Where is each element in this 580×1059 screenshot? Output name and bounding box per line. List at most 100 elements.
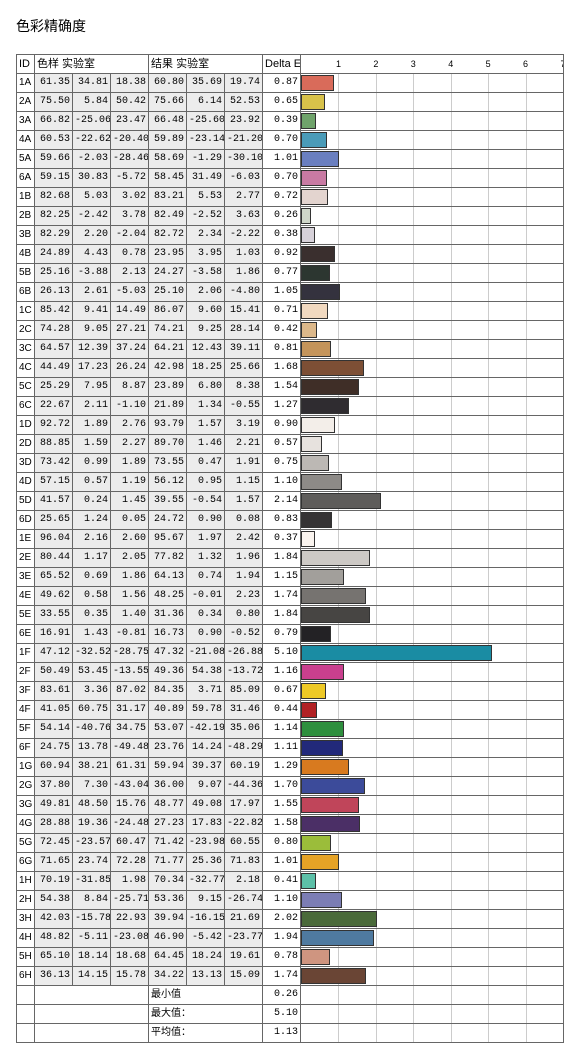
cell-result: -48.29 (225, 739, 263, 758)
cell-result: 40.89 (149, 701, 187, 720)
cell-sample: -24.48 (111, 815, 149, 834)
cell-sample: 2.13 (111, 264, 149, 283)
cell-id: 2B (17, 207, 35, 226)
cell-sample: 25.65 (35, 511, 73, 530)
cell-result: 86.07 (149, 302, 187, 321)
cell-result: 2.23 (225, 587, 263, 606)
cell-sample: -40.76 (73, 720, 111, 739)
cell-result: 18.25 (187, 359, 225, 378)
cell-bar (301, 587, 564, 606)
cell-result: 75.66 (149, 93, 187, 112)
cell-sample: 72.28 (111, 853, 149, 872)
delta-bar (301, 75, 334, 91)
table-row: 6C22.672.11-1.1021.891.34-0.551.27 (17, 397, 564, 416)
cell-result: 9.60 (187, 302, 225, 321)
cell-delta: 1.94 (263, 929, 301, 948)
cell-result: -42.19 (187, 720, 225, 739)
cell-result: 25.36 (187, 853, 225, 872)
cell-result: 25.66 (225, 359, 263, 378)
cell-sample: 31.17 (111, 701, 149, 720)
cell-delta: 2.14 (263, 492, 301, 511)
cell-sample: 1.17 (73, 549, 111, 568)
cell-bar (301, 758, 564, 777)
delta-bar (301, 227, 315, 243)
cell-delta: 1.74 (263, 967, 301, 986)
cell-sample: 1.56 (111, 587, 149, 606)
cell-result: 3.19 (225, 416, 263, 435)
cell-result: -26.88 (225, 644, 263, 663)
cell-delta: 1.10 (263, 473, 301, 492)
delta-bar (301, 398, 349, 414)
cell-id: 3F (17, 682, 35, 701)
cell-id: 2C (17, 321, 35, 340)
cell-result: 19.61 (225, 948, 263, 967)
cell-bar (301, 112, 564, 131)
cell-result: 39.94 (149, 910, 187, 929)
cell-bar (301, 644, 564, 663)
table-row: 4C44.4917.2326.2442.9818.2525.661.68 (17, 359, 564, 378)
cell-result: 23.76 (149, 739, 187, 758)
table-row: 5D41.570.241.4539.55-0.541.572.14 (17, 492, 564, 511)
table-row: 2F50.4953.45-13.5549.3654.38-13.721.16 (17, 663, 564, 682)
cell-sample: 2.76 (111, 416, 149, 435)
cell-bar (301, 530, 564, 549)
cell-bar (301, 511, 564, 530)
cell-sample: -5.72 (111, 169, 149, 188)
cell-id: 4H (17, 929, 35, 948)
cell-sample: 64.57 (35, 340, 73, 359)
cell-id: 4F (17, 701, 35, 720)
cell-result: 42.98 (149, 359, 187, 378)
cell-id: 3B (17, 226, 35, 245)
table-row: 4E49.620.581.5648.25-0.012.231.74 (17, 587, 564, 606)
cell-delta: 0.57 (263, 435, 301, 454)
cell-sample: 1.19 (111, 473, 149, 492)
cell-sample: -25.71 (111, 891, 149, 910)
cell-result: 23.89 (149, 378, 187, 397)
cell-result: 70.34 (149, 872, 187, 891)
cell-id: 6A (17, 169, 35, 188)
delta-bar (301, 132, 327, 148)
cell-delta: 0.92 (263, 245, 301, 264)
cell-delta: 0.70 (263, 169, 301, 188)
cell-delta: 0.26 (263, 207, 301, 226)
cell-result: 56.12 (149, 473, 187, 492)
table-row: 6F24.7513.78-49.4823.7614.24-48.291.11 (17, 739, 564, 758)
table-row: 4B24.894.430.7823.953.951.030.92 (17, 245, 564, 264)
cell-result: 3.95 (187, 245, 225, 264)
cell-result: 9.15 (187, 891, 225, 910)
axis-tick: 2 (373, 57, 378, 71)
delta-bar (301, 873, 316, 889)
cell-delta: 0.90 (263, 416, 301, 435)
delta-bar (301, 474, 342, 490)
cell-id: 3D (17, 454, 35, 473)
cell-id: 5H (17, 948, 35, 967)
cell-sample: 74.28 (35, 321, 73, 340)
cell-delta: 0.75 (263, 454, 301, 473)
cell-bar (301, 625, 564, 644)
cell-delta: 2.02 (263, 910, 301, 929)
cell-id: 3C (17, 340, 35, 359)
delta-bar (301, 626, 331, 642)
cell-id: 4C (17, 359, 35, 378)
cell-result: 2.21 (225, 435, 263, 454)
cell-result: 64.21 (149, 340, 187, 359)
cell-result: 71.42 (149, 834, 187, 853)
cell-sample: 59.66 (35, 150, 73, 169)
cell-id: 5C (17, 378, 35, 397)
cell-delta: 0.80 (263, 834, 301, 853)
cell-sample: 34.75 (111, 720, 149, 739)
cell-sample: 87.02 (111, 682, 149, 701)
cell-bar (301, 207, 564, 226)
cell-id: 6D (17, 511, 35, 530)
cell-delta: 1.58 (263, 815, 301, 834)
cell-result: -4.80 (225, 283, 263, 302)
cell-bar (301, 302, 564, 321)
table-row: 2H54.388.84-25.7153.369.15-26.741.10 (17, 891, 564, 910)
cell-delta: 0.72 (263, 188, 301, 207)
cell-sample: 42.03 (35, 910, 73, 929)
cell-sample: 53.45 (73, 663, 111, 682)
cell-result: 59.94 (149, 758, 187, 777)
cell-result: 64.13 (149, 568, 187, 587)
delta-bar (301, 436, 322, 452)
cell-sample: -13.55 (111, 663, 149, 682)
